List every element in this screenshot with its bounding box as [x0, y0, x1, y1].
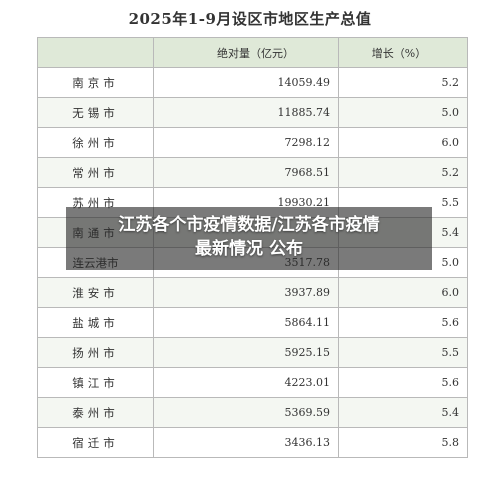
value-cell: 3937.89 [153, 277, 339, 308]
table-row: 镇江市 4223.01 5.6 [37, 367, 468, 398]
growth-cell: 5.2 [338, 157, 468, 188]
growth-cell: 5.2 [338, 67, 468, 98]
value-cell: 11885.74 [153, 97, 339, 128]
table-row: 南京市 14059.49 5.2 [37, 67, 468, 98]
value-cell: 14059.49 [153, 67, 339, 98]
header-row: 绝对量（亿元） 增长（%） [37, 37, 468, 68]
table-title: 2025年1-9月设区市地区生产总值 [128, 10, 372, 28]
city-cell: 扬州市 [37, 337, 154, 368]
header-city [37, 37, 154, 68]
city-cell: 盐城市 [37, 307, 154, 338]
table-row: 宿迁市 3436.13 5.8 [37, 427, 468, 458]
value-cell: 3436.13 [153, 427, 339, 458]
value-cell: 7298.12 [153, 127, 339, 158]
table-row: 常州市 7968.51 5.2 [37, 157, 468, 188]
growth-cell: 5.0 [338, 97, 468, 128]
table-row: 泰州市 5369.59 5.4 [37, 397, 468, 428]
value-cell: 4223.01 [153, 367, 339, 398]
city-cell: 镇江市 [37, 367, 154, 398]
value-cell: 5925.15 [153, 337, 339, 368]
city-cell: 常州市 [37, 157, 154, 188]
caption-text: 江苏各个市疫情数据/江苏各市疫情 最新情况 公布 [66, 213, 432, 261]
growth-cell: 5.8 [338, 427, 468, 458]
city-cell: 淮安市 [37, 277, 154, 308]
value-cell: 7968.51 [153, 157, 339, 188]
growth-cell: 6.0 [338, 127, 468, 158]
table-row: 扬州市 5925.15 5.5 [37, 337, 468, 368]
value-cell: 5369.59 [153, 397, 339, 428]
value-cell: 5864.11 [153, 307, 339, 338]
caption-line-1: 江苏各个市疫情数据/江苏各市疫情 [118, 215, 380, 235]
city-cell: 南京市 [37, 67, 154, 98]
caption-overlay: 江苏各个市疫情数据/江苏各市疫情 最新情况 公布 [66, 207, 432, 270]
caption-line-2: 最新情况 公布 [195, 239, 303, 259]
growth-cell: 6.0 [338, 277, 468, 308]
growth-cell: 5.5 [338, 337, 468, 368]
city-cell: 无锡市 [37, 97, 154, 128]
city-cell: 徐州市 [37, 127, 154, 158]
growth-cell: 5.4 [338, 397, 468, 428]
table-row: 盐城市 5864.11 5.6 [37, 307, 468, 338]
city-cell: 泰州市 [37, 397, 154, 428]
growth-cell: 5.6 [338, 307, 468, 338]
header-growth: 增长（%） [338, 37, 468, 68]
table-row: 徐州市 7298.12 6.0 [37, 127, 468, 158]
growth-cell: 5.6 [338, 367, 468, 398]
table-row: 淮安市 3937.89 6.0 [37, 277, 468, 308]
table-row: 无锡市 11885.74 5.0 [37, 97, 468, 128]
city-cell: 宿迁市 [37, 427, 154, 458]
header-value: 绝对量（亿元） [153, 37, 339, 68]
